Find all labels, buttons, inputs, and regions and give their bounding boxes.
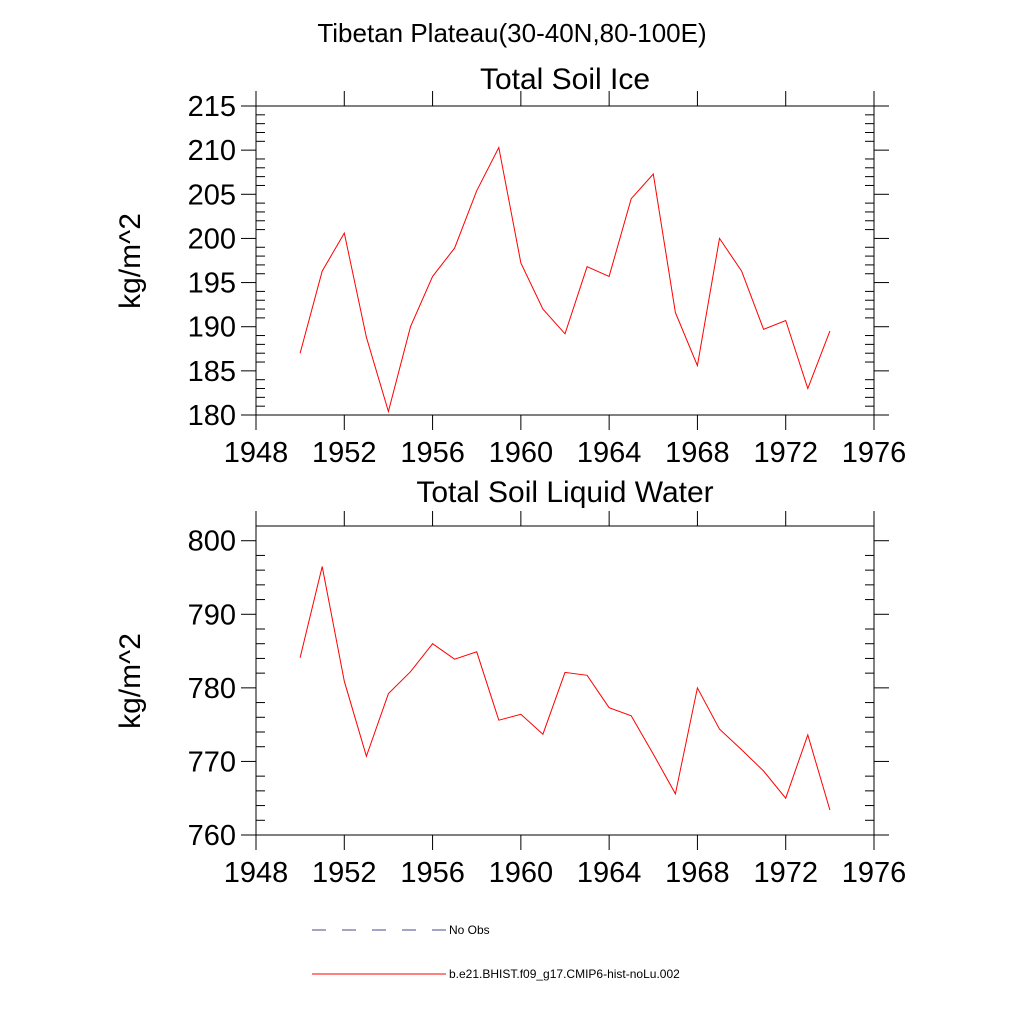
soil-liquid-water-xtick-label: 1968 (665, 857, 730, 889)
soil-liquid-water-ytick-label: 780 (188, 673, 236, 705)
soil-ice-xtick-label: 1964 (577, 437, 642, 469)
soil-ice-ytick-label: 180 (188, 400, 236, 432)
soil-ice-xtick-label: 1976 (842, 437, 907, 469)
soil-liquid-water-ylabel: kg/m^2 (114, 633, 147, 729)
legend: No Obs b.e21.BHIST.f09_g17.CMIP6-hist-no… (312, 923, 680, 981)
soil-ice-plot-frame (255, 105, 875, 416)
soil-liquid-water-xtick-label: 1952 (312, 857, 377, 889)
soil-ice-xtick-label: 1952 (312, 437, 377, 469)
soil-liquid-water-xtick-label: 1960 (489, 857, 554, 889)
soil-liquid-water-plot-frame (255, 525, 875, 836)
soil-liquid-water-panel: Total Soil Liquid Water kg/m^2 1948 1952 1… (114, 476, 906, 889)
soil-ice-ytick-label: 215 (188, 91, 236, 123)
soil-ice-xtick-label: 1968 (665, 437, 730, 469)
legend-model-label: b.e21.BHIST.f09_g17.CMIP6-hist-noLu.002 (449, 967, 680, 981)
soil-liquid-water-xtick-label: 1956 (400, 857, 465, 889)
figure-suptitle: Tibetan Plateau(30-40N,80-100E) (317, 18, 706, 48)
soil-ice-ytick-label: 195 (188, 268, 236, 300)
soil-ice-ytick-label: 185 (188, 356, 236, 388)
soil-liquid-water-xtick-label: 1948 (224, 857, 289, 889)
soil-ice-series-line (299, 145, 831, 414)
soil-liquid-water-title: Total Soil Liquid Water (416, 476, 713, 509)
soil-ice-xtick-label: 1948 (224, 437, 289, 469)
soil-liquid-water-ytick-label: 760 (188, 820, 236, 852)
soil-liquid-water-xtick-label: 1972 (753, 857, 818, 889)
soil-liquid-water-xtick-label: 1964 (577, 857, 642, 889)
soil-ice-xtick-label: 1960 (489, 437, 554, 469)
soil-ice-xtick-label: 1972 (753, 437, 818, 469)
soil-ice-xtick-label: 1956 (400, 437, 465, 469)
soil-liquid-water-xtick-label: 1976 (842, 857, 907, 889)
soil-liquid-water-ytick-label: 790 (188, 599, 236, 631)
soil-liquid-water-ytick-label: 770 (188, 746, 236, 778)
soil-ice-ytick-label: 210 (188, 135, 236, 167)
legend-no-obs-label: No Obs (449, 923, 490, 937)
soil-ice-ytick-label: 205 (188, 179, 236, 211)
soil-ice-ylabel: kg/m^2 (114, 213, 147, 309)
soil-ice-title: Total Soil Ice (480, 63, 650, 96)
soil-liquid-water-series-line (299, 566, 831, 811)
soil-ice-ytick-label: 200 (188, 223, 236, 255)
soil-ice-ytick-label: 190 (188, 312, 236, 344)
soil-liquid-water-ytick-label: 800 (188, 526, 236, 558)
soil-ice-panel: Total Soil Ice kg/m^2 1948 1952 1956 1960 19… (114, 63, 906, 469)
